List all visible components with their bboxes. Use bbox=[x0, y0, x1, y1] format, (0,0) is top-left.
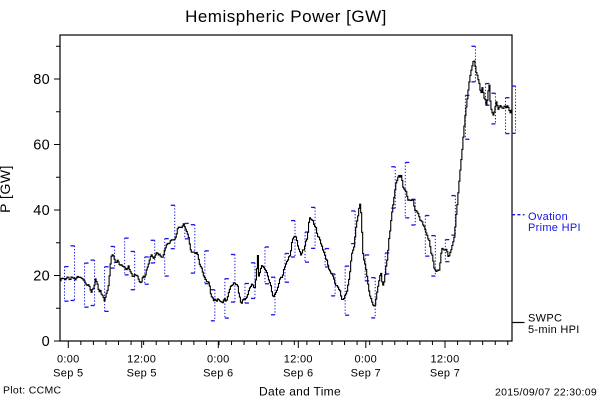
svg-text:SWPC: SWPC bbox=[528, 312, 562, 324]
svg-text:Ovation: Ovation bbox=[528, 211, 568, 223]
svg-text:Prime HPI: Prime HPI bbox=[528, 222, 581, 234]
svg-text:Plot: CCMC: Plot: CCMC bbox=[3, 385, 62, 397]
svg-text:Sep 6: Sep 6 bbox=[283, 367, 313, 379]
svg-text:80: 80 bbox=[33, 72, 50, 88]
svg-text:40: 40 bbox=[33, 203, 50, 219]
svg-text:Sep 5: Sep 5 bbox=[53, 367, 83, 379]
svg-text:0: 0 bbox=[42, 334, 50, 350]
svg-text:5-min HPI: 5-min HPI bbox=[528, 324, 580, 336]
svg-text:Hemispheric Power [GW]: Hemispheric Power [GW] bbox=[185, 7, 387, 26]
svg-text:60: 60 bbox=[33, 137, 50, 153]
svg-text:Sep 7: Sep 7 bbox=[430, 367, 460, 379]
svg-text:0:00: 0:00 bbox=[207, 354, 230, 366]
svg-text:Sep 7: Sep 7 bbox=[351, 367, 381, 379]
svg-text:20: 20 bbox=[33, 268, 50, 284]
svg-text:12:00: 12:00 bbox=[127, 354, 156, 366]
svg-text:0:00: 0:00 bbox=[354, 354, 377, 366]
svg-text:0:00: 0:00 bbox=[57, 354, 80, 366]
svg-text:12:00: 12:00 bbox=[430, 354, 459, 366]
svg-text:Sep 6: Sep 6 bbox=[203, 367, 233, 379]
svg-text:P [GW]: P [GW] bbox=[0, 165, 13, 213]
svg-text:Sep 5: Sep 5 bbox=[127, 367, 157, 379]
svg-text:Date and Time: Date and Time bbox=[259, 385, 341, 399]
svg-text:2015/09/07 22:30:09: 2015/09/07 22:30:09 bbox=[495, 386, 597, 398]
svg-text:12:00: 12:00 bbox=[284, 354, 313, 366]
